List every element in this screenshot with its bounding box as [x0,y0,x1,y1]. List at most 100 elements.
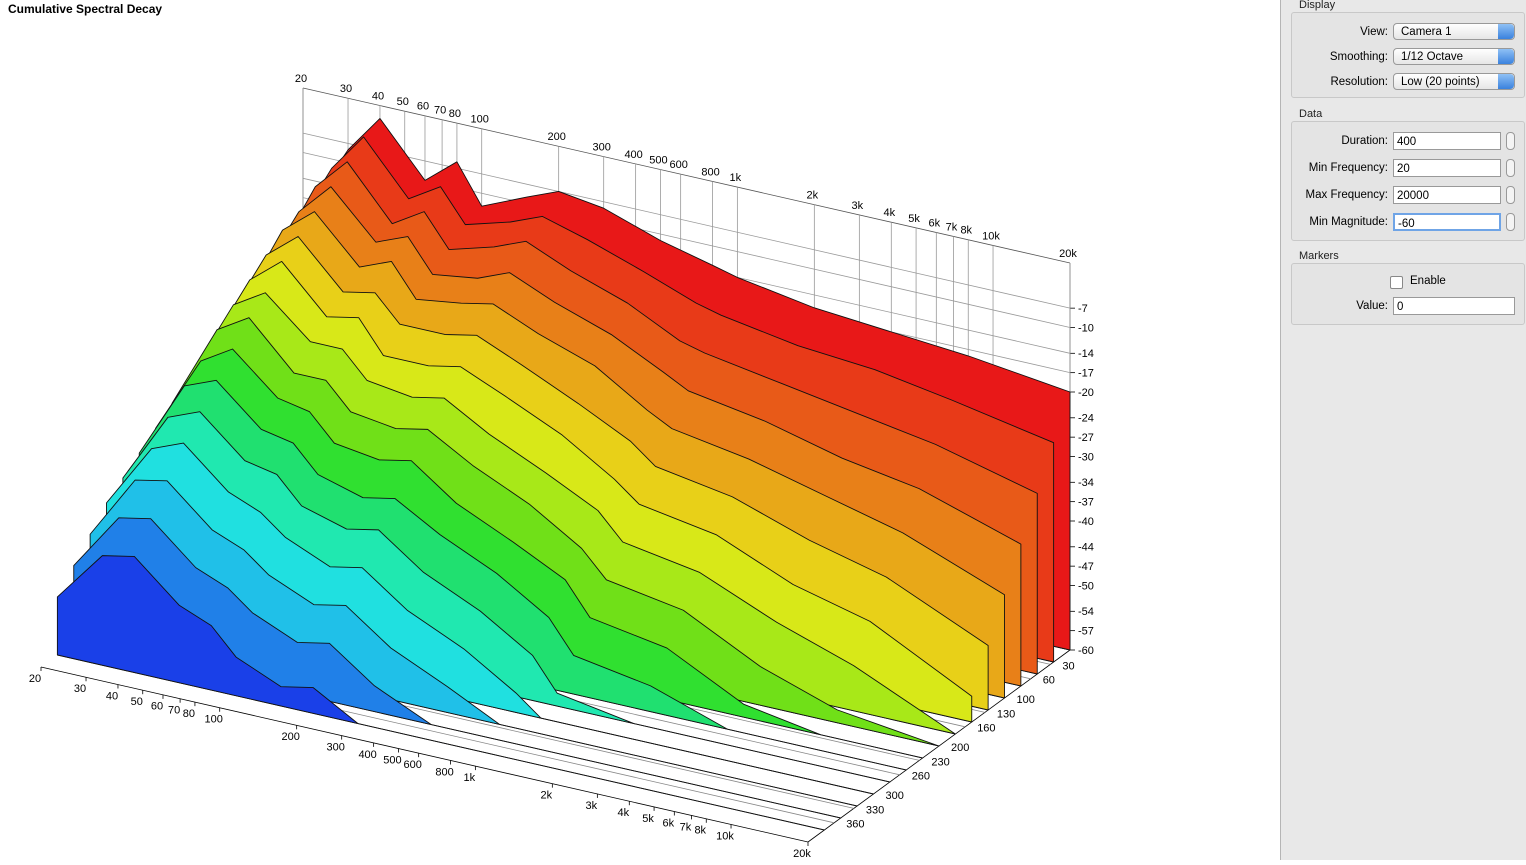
popup[interactable]: Low (20 points) [1393,73,1515,90]
t-tick-label: 100 [1017,694,1035,706]
t-tick-label: 230 [931,756,949,768]
z-tick-label: -10 [1078,322,1094,334]
group-title: Data [1299,108,1323,120]
z-tick-label: -17 [1078,368,1094,380]
stepper[interactable] [1506,159,1515,177]
field-row: Value: 0 [1292,297,1524,317]
t-tick-label: 60 [1043,675,1055,687]
chart: Cumulative Spectral Decay -7 -10 -14 -17 -20… [8,2,1094,860]
axis-line [302,87,1071,264]
decay-slice [171,317,940,747]
z-tick-label: -7 [1078,303,1088,315]
z-tick-label: -37 [1078,497,1094,509]
field-row: Min Frequency: 20 [1292,159,1524,179]
t-tick-label: 160 [977,723,995,735]
x-tick-label-back: 40 [372,90,384,102]
field-label: Max Frequency: [1305,189,1388,201]
x-tick-label-front: 6k [663,817,675,829]
group-box: Duration: 400 Min Frequency: 20 Max Freque… [1291,121,1525,241]
field-row: Smoothing: 1/12 Octave [1292,48,1524,68]
x-tick-label-back: 600 [669,159,687,171]
t-tick-label: 30 [1062,660,1074,672]
x-tick-label-front: 80 [183,708,195,720]
decay-slice [155,348,924,759]
settings-panel: Display View: Camera 1 Smoothing: 1/12 Oct… [1280,0,1526,860]
x-tick-label-back: 7k [946,221,958,233]
axis-line [40,666,809,843]
field-label: Min Frequency: [1308,162,1388,174]
stepper[interactable] [1506,186,1515,204]
text-field[interactable]: -60 [1393,213,1501,231]
z-tick-label: -24 [1078,413,1094,425]
x-tick-label-back: 2k [807,190,819,202]
x-tick-label-back: 800 [701,166,719,178]
popup[interactable]: Camera 1 [1393,23,1515,40]
t-tick-label: 200 [951,742,969,754]
x-tick-label-back: 30 [340,83,352,95]
text-field[interactable]: 400 [1393,132,1501,150]
text-field[interactable]: 0 [1393,297,1515,315]
x-tick-label-back: 1k [730,172,742,184]
z-tick-label: -47 [1078,561,1094,573]
checkbox-label[interactable]: Enable [1410,275,1446,287]
t-tick-label: 260 [912,771,930,783]
x-tick-label-front: 40 [106,690,118,702]
x-tick-label-front: 20 [29,673,41,685]
text-field[interactable]: 20000 [1393,186,1501,204]
x-tick-label-front: 20k [793,848,811,860]
stepper[interactable] [1506,213,1515,231]
field-row: Duration: 400 [1292,132,1524,152]
decay-slice [187,292,956,735]
z-tick-label: -34 [1078,477,1094,489]
x-tick-label-front: 5k [642,813,654,825]
field-label: View: [1360,26,1388,38]
decay-slice [204,260,973,723]
t-tick-label: 360 [846,819,864,831]
x-tick-label-back: 60 [417,101,429,113]
x-tick-label-back: 10k [982,230,1000,242]
x-tick-label-front: 1k [464,772,476,784]
x-tick-label-front: 10k [716,830,734,842]
x-tick-label-front: 50 [131,696,143,708]
x-tick-label-front: 200 [281,731,299,743]
x-tick-label-front: 800 [435,766,453,778]
x-tick-label-back: 4k [883,207,895,219]
checkbox-row: Enable [1292,274,1524,294]
x-tick-label-back: 70 [434,105,446,117]
z-tick-label: -14 [1078,348,1094,360]
stepper[interactable] [1506,132,1515,150]
field-row: Max Frequency: 20000 [1292,186,1524,206]
x-tick-label-front: 500 [383,754,401,766]
z-tick-label: -20 [1078,387,1094,399]
grid-line [302,132,1071,309]
field-label: Smoothing: [1329,51,1388,63]
checkbox[interactable] [1390,276,1403,289]
group-box: View: Camera 1 Smoothing: 1/12 Octave Reso… [1291,12,1525,98]
x-tick-label-front: 2k [541,790,553,802]
t-tick-label: 330 [866,804,884,816]
z-tick-label: -44 [1078,542,1094,554]
x-tick-label-back: 6k [929,217,941,229]
x-tick-label-back: 200 [547,131,565,143]
x-tick-label-back: 3k [852,200,864,212]
x-tick-label-back: 80 [449,108,461,120]
x-tick-label-back: 20k [1059,248,1077,260]
x-tick-label-front: 600 [403,759,421,771]
field-row: Min Magnitude: -60 [1292,213,1524,233]
x-tick-label-front: 4k [617,807,629,819]
z-tick-label: -30 [1078,451,1094,463]
z-tick-label: -27 [1078,432,1094,444]
x-tick-label-back: 100 [471,114,489,126]
text-field[interactable]: 20 [1393,159,1501,177]
field-label: Duration: [1341,135,1388,147]
x-tick-label-back: 500 [649,154,667,166]
field-row: View: Camera 1 [1292,23,1524,43]
x-tick-label-front: 60 [151,701,163,713]
x-tick-label-front: 400 [358,749,376,761]
group-title: Markers [1299,250,1339,262]
x-tick-label-back: 20 [295,73,307,85]
t-tick-label: 300 [886,790,904,802]
field-label: Value: [1356,300,1388,312]
popup[interactable]: 1/12 Octave [1393,48,1515,65]
